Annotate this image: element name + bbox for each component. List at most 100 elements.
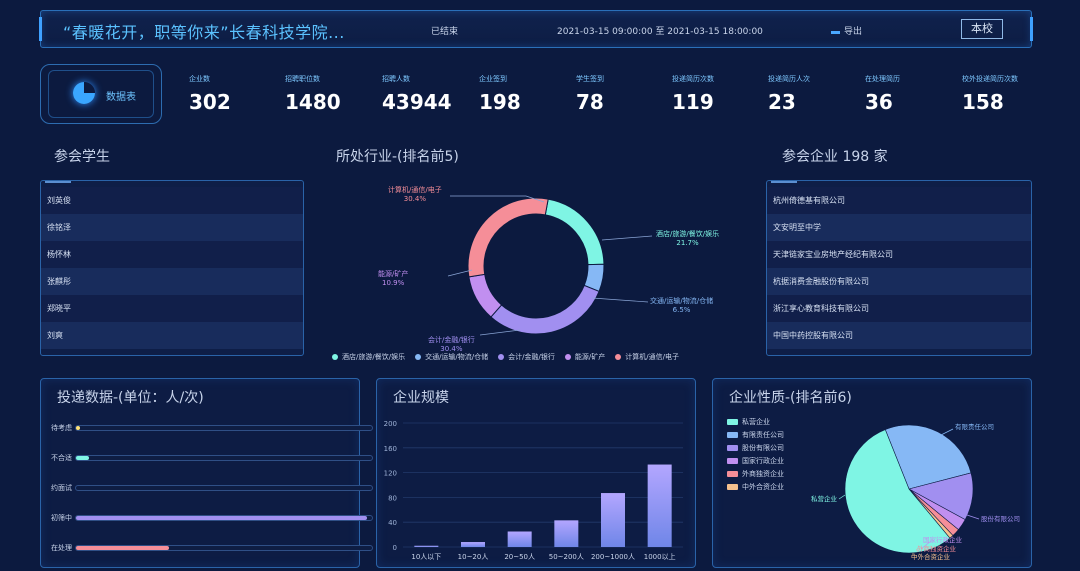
stat-value: 23 bbox=[768, 90, 796, 114]
nature-title: 企业性质-(排名前6) bbox=[729, 390, 852, 406]
pie-chart-icon bbox=[73, 82, 95, 104]
industry-title: 所处行业-(排名前5) bbox=[336, 149, 459, 165]
stat-company-checkin: 企业签到 198 bbox=[479, 74, 521, 114]
header-bar: “春暖花开，职等你来”长春科技学院... 已结束 2021-03-15 09:0… bbox=[39, 10, 1033, 48]
list-item[interactable]: 中国中药控股有限公司 bbox=[767, 322, 1031, 349]
y-tick-label: 120 bbox=[384, 470, 397, 478]
stat-student-checkin: 学生签到 78 bbox=[576, 74, 604, 114]
bar-fill bbox=[76, 546, 169, 550]
list-item[interactable]: 徐铭泽 bbox=[41, 214, 303, 241]
stat-value: 43944 bbox=[382, 90, 452, 114]
legend-item: 有限责任公司 bbox=[727, 430, 784, 440]
pie-label: 外商独资企业 bbox=[917, 544, 957, 553]
leader-line bbox=[601, 235, 653, 241]
x-tick-label: 10人以下 bbox=[411, 553, 441, 561]
list-item[interactable]: 浙江享心教育科技有限公司 bbox=[767, 295, 1031, 322]
bar-label: 初筛中 bbox=[51, 514, 72, 522]
x-tick-label: 20~50人 bbox=[504, 553, 535, 561]
legend-swatch-icon bbox=[727, 484, 738, 490]
legend-dot-icon bbox=[498, 354, 505, 360]
donut-slice bbox=[544, 198, 605, 266]
list-item[interactable]: 杭据消费金融股份有限公司 bbox=[767, 268, 1031, 295]
bar-track bbox=[75, 515, 373, 521]
x-tick-label: 50~200人 bbox=[549, 553, 584, 561]
stat-label: 校外投递简历次数 bbox=[962, 75, 1018, 83]
pie-label: 私营企业 bbox=[811, 494, 838, 503]
list-item[interactable]: 刘爽 bbox=[41, 322, 303, 349]
leader-line bbox=[966, 514, 980, 520]
stat-resume-submissions: 投递简历次数 119 bbox=[672, 74, 714, 114]
donut-slice bbox=[467, 197, 549, 278]
stat-positions: 招聘职位数 1480 bbox=[285, 74, 341, 114]
bar-fill bbox=[76, 516, 367, 520]
pie-label: 股份有限公司 bbox=[981, 514, 1020, 523]
list-item[interactable]: 杭州倚德基有限公司 bbox=[767, 187, 1031, 214]
donut-label-energy: 能源/矿产 10.9% bbox=[378, 270, 409, 287]
donut-label-transport: 交通/运输/物流/仓储 6.5% bbox=[650, 297, 714, 314]
stat-label: 企业签到 bbox=[479, 75, 507, 83]
legend-swatch-icon bbox=[727, 445, 738, 451]
stat-resumes-processing: 在处理简历 36 bbox=[865, 74, 900, 114]
students-list: 刘英俊 徐铭泽 杨怀林 张麒彤 郑晓平 刘爽 bbox=[40, 180, 304, 356]
bar bbox=[461, 542, 485, 547]
legend-swatch-icon bbox=[727, 419, 738, 425]
bar-track bbox=[75, 455, 373, 461]
nature-panel: 企业性质-(排名前6) 私营企业 有限责任公司 股份有限公司 国家行政企业 外商独资企业… bbox=[712, 378, 1032, 568]
list-item[interactable]: 张麒彤 bbox=[41, 268, 303, 295]
list-item[interactable]: 刘英俊 bbox=[41, 187, 303, 214]
donut-label-computer: 计算机/通信/电子 30.4% bbox=[388, 186, 442, 203]
pie-label: 有限责任公司 bbox=[955, 422, 994, 431]
pie-slice bbox=[844, 429, 951, 554]
scope-button[interactable]: 本校 bbox=[961, 19, 1003, 39]
stat-external-submissions: 校外投递简历次数 158 bbox=[962, 74, 1018, 114]
stat-value: 198 bbox=[479, 90, 521, 114]
bar bbox=[647, 464, 672, 547]
scale-panel: 企业规模 0 40 80 120 160 200 10人以下 10~20人 20~50人 50~2… bbox=[376, 378, 696, 568]
export-button[interactable]: 导出 bbox=[831, 24, 862, 37]
stat-value: 1480 bbox=[285, 90, 341, 114]
x-tick-label: 1000以上 bbox=[644, 552, 676, 561]
legend-dot-icon bbox=[564, 354, 571, 360]
bar-label: 待考虑 bbox=[51, 424, 72, 432]
leader-line bbox=[450, 195, 545, 203]
legend-dot-icon bbox=[332, 354, 338, 360]
donut-slice bbox=[490, 284, 600, 335]
legend-item: 计算机/通信/电子 bbox=[625, 353, 679, 361]
bar bbox=[414, 545, 439, 547]
list-item[interactable]: 天津链家宝业房地产经纪有限公司 bbox=[767, 241, 1031, 268]
stat-value: 302 bbox=[189, 90, 231, 114]
delivery-title: 投递数据-(单位：人/次) bbox=[57, 390, 204, 406]
legend-swatch-icon bbox=[727, 471, 738, 477]
stat-resume-people: 投递简历人次 23 bbox=[768, 74, 810, 114]
companies-list: 杭州倚德基有限公司 文安明至中学 天津链家宝业房地产经纪有限公司 杭据消费金融股… bbox=[766, 180, 1032, 356]
legend-item: 中外合资企业 bbox=[727, 482, 784, 492]
legend-dot-icon bbox=[615, 354, 622, 360]
leader-line bbox=[591, 297, 649, 303]
list-item[interactable]: 郑晓平 bbox=[41, 295, 303, 322]
stat-value: 158 bbox=[962, 90, 1004, 114]
delivery-panel: 投递数据-(单位：人/次) 待考虑1不合适5约面试0初筛中113在处理36 bbox=[40, 378, 392, 568]
data-table-badge[interactable]: 数据表 bbox=[40, 64, 162, 124]
y-tick-label: 80 bbox=[388, 494, 397, 502]
list-item[interactable]: 文安明至中学 bbox=[767, 214, 1031, 241]
leader-line bbox=[838, 494, 846, 500]
stat-label: 企业数 bbox=[189, 75, 210, 83]
students-title: 参会学生 bbox=[54, 149, 110, 165]
event-status: 已结束 bbox=[431, 27, 459, 37]
list-item[interactable]: 杨怀林 bbox=[41, 241, 303, 268]
bar-label: 在处理 bbox=[51, 544, 72, 552]
pie-label: 国家行政企业 bbox=[923, 535, 963, 544]
stat-label: 在处理简历 bbox=[865, 75, 900, 83]
y-tick-label: 200 bbox=[384, 420, 397, 428]
bar-label: 约面试 bbox=[51, 484, 72, 492]
legend-item: 交通/运输/物流/仓储 bbox=[425, 353, 489, 361]
legend-item: 国家行政企业 bbox=[727, 456, 784, 466]
legend-item: 私营企业 bbox=[727, 417, 770, 427]
y-tick-label: 40 bbox=[388, 519, 397, 527]
export-label: 导出 bbox=[844, 27, 863, 37]
legend-item: 会计/金融/银行 bbox=[508, 353, 555, 361]
bar bbox=[601, 493, 625, 547]
stat-label: 投递简历人次 bbox=[768, 75, 810, 83]
legend-item: 酒店/旅游/餐饮/娱乐 bbox=[342, 353, 406, 361]
legend-swatch-icon bbox=[727, 432, 738, 438]
